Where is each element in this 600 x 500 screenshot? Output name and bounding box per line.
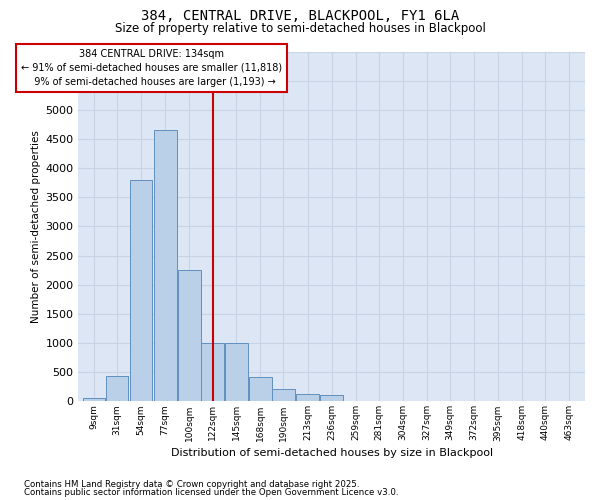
X-axis label: Distribution of semi-detached houses by size in Blackpool: Distribution of semi-detached houses by …: [170, 448, 493, 458]
Bar: [225, 343, 248, 402]
Bar: [83, 398, 106, 402]
Bar: [296, 394, 319, 402]
Bar: [106, 376, 128, 402]
Text: Size of property relative to semi-detached houses in Blackpool: Size of property relative to semi-detach…: [115, 22, 485, 35]
Text: 384, CENTRAL DRIVE, BLACKPOOL, FY1 6LA: 384, CENTRAL DRIVE, BLACKPOOL, FY1 6LA: [141, 9, 459, 23]
Y-axis label: Number of semi-detached properties: Number of semi-detached properties: [31, 130, 41, 323]
Bar: [201, 343, 224, 402]
Bar: [154, 130, 176, 402]
Bar: [272, 388, 295, 402]
Text: 384 CENTRAL DRIVE: 134sqm
← 91% of semi-detached houses are smaller (11,818)
  9: 384 CENTRAL DRIVE: 134sqm ← 91% of semi-…: [21, 49, 282, 87]
Bar: [249, 377, 272, 402]
Bar: [320, 395, 343, 402]
Bar: [178, 270, 200, 402]
Text: Contains HM Land Registry data © Crown copyright and database right 2025.: Contains HM Land Registry data © Crown c…: [24, 480, 359, 489]
Text: Contains public sector information licensed under the Open Government Licence v3: Contains public sector information licen…: [24, 488, 398, 497]
Bar: [130, 180, 152, 402]
